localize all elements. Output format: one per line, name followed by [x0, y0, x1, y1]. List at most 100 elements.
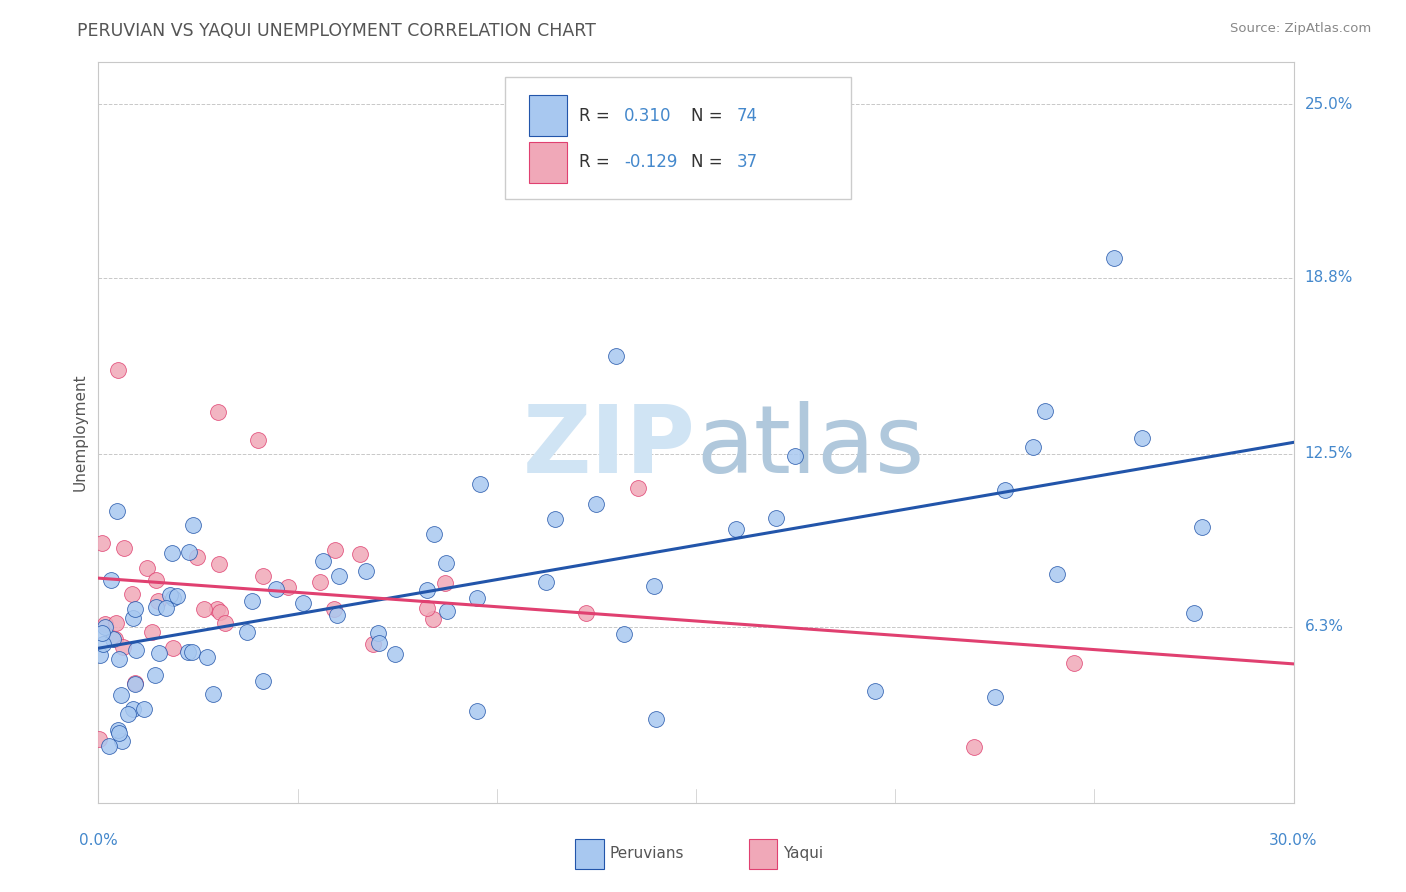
Text: Peruvians: Peruvians: [610, 847, 685, 862]
FancyBboxPatch shape: [505, 78, 852, 200]
Point: [1191, 520, 1213, 534]
Point: [246, 433, 269, 447]
Point: [575, 606, 598, 620]
Point: [107, 652, 129, 666]
Text: N =: N =: [692, 107, 728, 125]
Point: [434, 576, 457, 591]
Point: [361, 637, 384, 651]
Point: [963, 740, 986, 755]
Text: Source: ZipAtlas.com: Source: ZipAtlas.com: [1230, 22, 1371, 36]
Point: [1046, 566, 1069, 581]
Point: [186, 549, 208, 564]
Point: [468, 477, 491, 491]
Point: [1063, 656, 1085, 670]
Text: 37: 37: [737, 153, 758, 171]
Point: [162, 591, 184, 606]
FancyBboxPatch shape: [748, 839, 778, 869]
Point: [94, 620, 117, 634]
Point: [90, 535, 112, 549]
Point: [87, 731, 110, 746]
Point: [865, 684, 887, 698]
Point: [240, 593, 263, 607]
Point: [107, 725, 129, 739]
Point: [91, 637, 114, 651]
Point: [214, 616, 236, 631]
Point: [252, 674, 274, 689]
Text: PERUVIAN VS YAQUI UNEMPLOYMENT CORRELATION CHART: PERUVIAN VS YAQUI UNEMPLOYMENT CORRELATI…: [77, 22, 596, 40]
Point: [208, 557, 231, 571]
Point: [724, 522, 747, 536]
Point: [104, 632, 127, 647]
Point: [1130, 431, 1153, 445]
Point: [207, 405, 229, 419]
Text: -0.129: -0.129: [624, 153, 678, 171]
Point: [367, 636, 389, 650]
Point: [145, 600, 167, 615]
Point: [107, 363, 129, 377]
Text: 18.8%: 18.8%: [1305, 270, 1353, 285]
Point: [193, 602, 215, 616]
Point: [308, 574, 330, 589]
Point: [266, 582, 288, 597]
Point: [643, 579, 665, 593]
Text: 30.0%: 30.0%: [1270, 833, 1317, 848]
Point: [105, 503, 128, 517]
Point: [155, 600, 177, 615]
Point: [765, 511, 787, 525]
Point: [291, 596, 314, 610]
Point: [613, 627, 636, 641]
Point: [422, 612, 444, 626]
Point: [107, 723, 129, 738]
Point: [94, 617, 117, 632]
Point: [645, 712, 668, 726]
Point: [252, 569, 274, 583]
Point: [544, 512, 567, 526]
Point: [124, 602, 146, 616]
Point: [103, 632, 125, 646]
Text: 6.3%: 6.3%: [1305, 619, 1344, 634]
Text: R =: R =: [579, 153, 614, 171]
Point: [1033, 404, 1056, 418]
Text: 25.0%: 25.0%: [1305, 97, 1353, 112]
FancyBboxPatch shape: [529, 95, 567, 136]
Point: [202, 687, 225, 701]
Point: [534, 574, 557, 589]
Point: [236, 624, 259, 639]
Text: Yaqui: Yaqui: [783, 847, 824, 862]
Point: [436, 604, 458, 618]
Point: [181, 517, 204, 532]
Point: [180, 645, 202, 659]
Point: [605, 349, 627, 363]
Point: [112, 640, 135, 655]
Text: 74: 74: [737, 107, 758, 125]
Point: [132, 701, 155, 715]
Point: [90, 626, 112, 640]
Point: [994, 483, 1017, 497]
Point: [145, 574, 167, 588]
Point: [326, 608, 349, 623]
Point: [97, 739, 120, 753]
Point: [121, 611, 143, 625]
Point: [148, 594, 170, 608]
Point: [110, 688, 132, 702]
Point: [783, 449, 806, 463]
Point: [195, 650, 218, 665]
Point: [105, 615, 128, 630]
Point: [1182, 606, 1205, 620]
Point: [121, 702, 143, 716]
FancyBboxPatch shape: [529, 142, 567, 183]
Point: [312, 554, 335, 568]
Text: R =: R =: [579, 107, 614, 125]
Point: [112, 541, 135, 556]
Point: [177, 645, 200, 659]
Point: [89, 648, 111, 662]
Point: [205, 602, 228, 616]
Point: [328, 569, 350, 583]
Point: [111, 734, 134, 748]
Point: [984, 690, 1007, 704]
Point: [626, 481, 648, 495]
Point: [136, 561, 159, 575]
Text: N =: N =: [692, 153, 728, 171]
Point: [159, 588, 181, 602]
Point: [124, 676, 146, 690]
